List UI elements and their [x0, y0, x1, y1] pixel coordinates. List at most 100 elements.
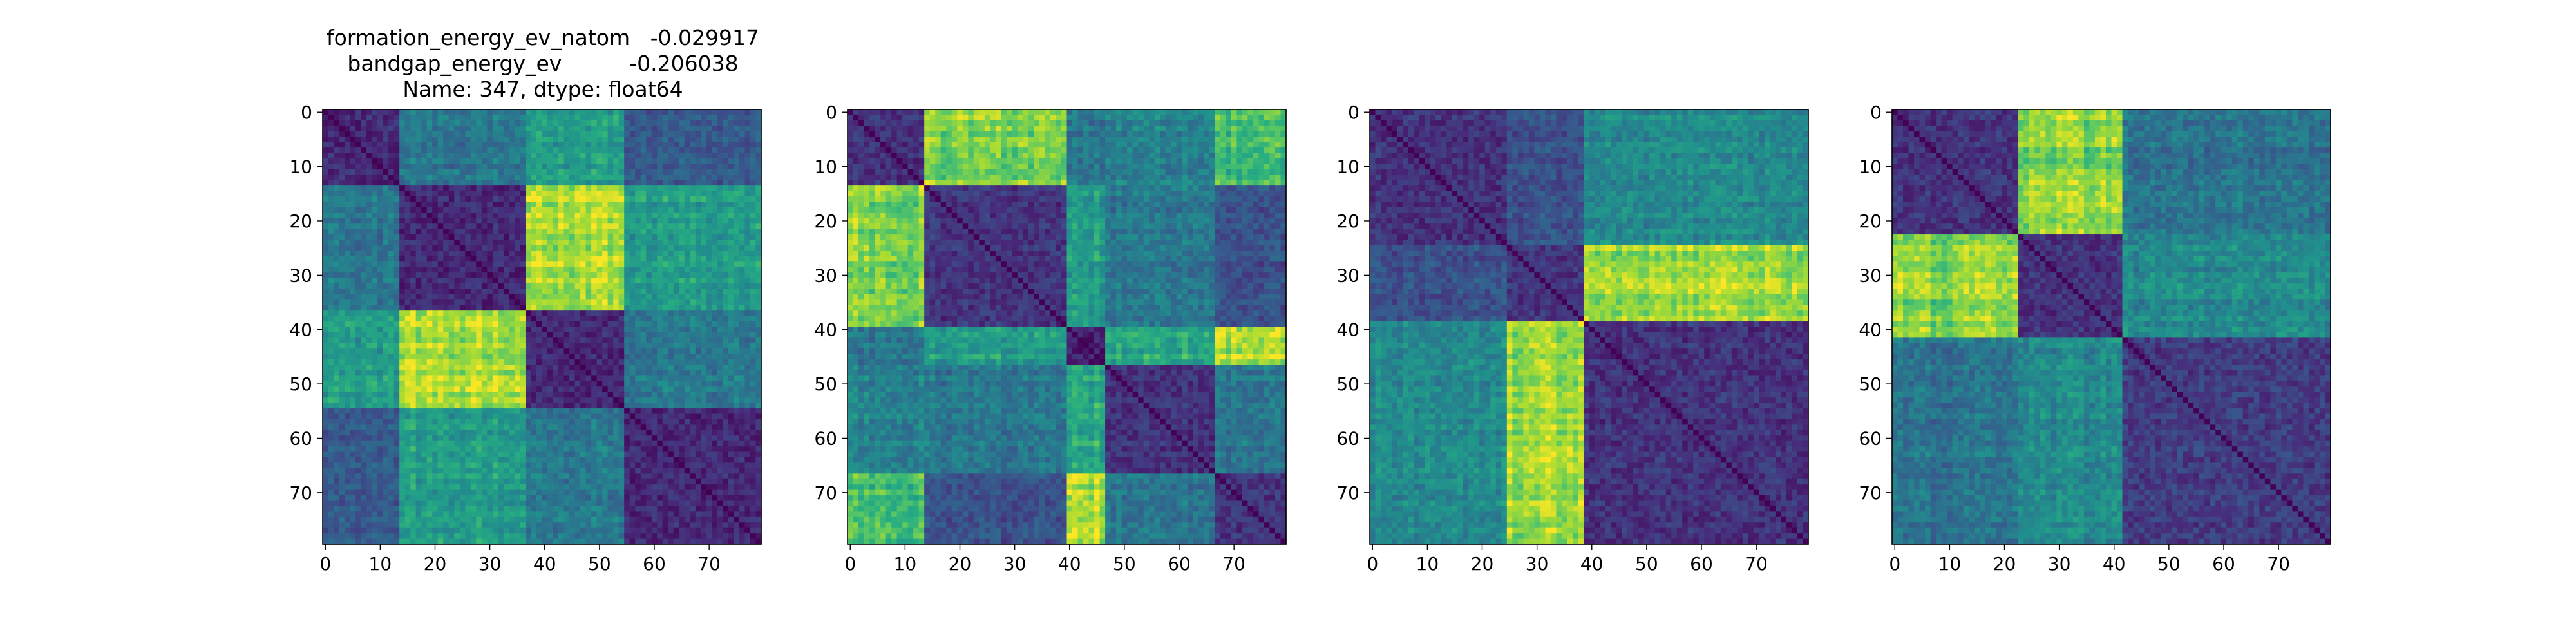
heatmap-cell [323, 370, 328, 376]
heatmap-cell [377, 370, 383, 376]
heatmap-cell [388, 185, 394, 191]
heatmap-cell [410, 180, 416, 186]
heatmap-cell [509, 175, 515, 180]
heatmap-cell [487, 120, 493, 126]
heatmap-cell [410, 365, 416, 371]
heatmap-cell [421, 365, 427, 371]
heatmap-cell [657, 289, 663, 294]
heatmap-cell [558, 218, 564, 224]
heatmap-cell [405, 142, 411, 148]
heatmap-cell [619, 354, 625, 360]
heatmap-cell [405, 446, 411, 452]
heatmap-cell [641, 354, 647, 360]
heatmap-cell [569, 283, 575, 289]
heatmap-cell [443, 180, 449, 186]
heatmap-cell [476, 213, 482, 218]
heatmap-cell [438, 316, 444, 322]
heatmap-cell [536, 126, 542, 131]
heatmap-cell [471, 202, 477, 207]
heatmap-cell [443, 294, 449, 300]
heatmap-cell [547, 153, 553, 159]
heatmap-cell [712, 131, 717, 137]
heatmap-cell [547, 229, 553, 235]
heatmap-cell [465, 131, 471, 137]
heatmap-cell [383, 267, 389, 273]
heatmap-cell [553, 115, 559, 120]
heatmap-cell [405, 310, 411, 316]
heatmap-cell [509, 354, 515, 360]
heatmap-cell [744, 299, 750, 305]
heatmap-cell [361, 289, 367, 294]
heatmap-cell [350, 397, 356, 403]
heatmap-cell [608, 218, 614, 224]
heatmap-cell [443, 218, 449, 224]
heatmap-cell [520, 180, 526, 186]
heatmap-cell [564, 441, 570, 447]
heatmap-cell [744, 392, 750, 398]
heatmap-cell [487, 419, 493, 425]
heatmap-cell [630, 191, 636, 197]
heatmap-cell [443, 251, 449, 256]
heatmap-cell [372, 142, 378, 148]
heatmap-cell [580, 343, 586, 349]
heatmap-cell [630, 386, 636, 392]
heatmap-cell [493, 310, 498, 316]
heatmap-cell [394, 218, 400, 224]
heatmap-cell [399, 397, 405, 403]
heatmap-cell [394, 299, 400, 305]
heatmap-cell [613, 234, 619, 240]
heatmap-cell [575, 305, 581, 311]
heatmap-cell [460, 115, 466, 120]
heatmap-cell [613, 245, 619, 251]
heatmap-cell [515, 327, 520, 333]
heatmap-cell [685, 158, 690, 164]
heatmap-cell [361, 158, 367, 164]
heatmap-cell [323, 419, 328, 425]
heatmap-cell [328, 229, 334, 235]
heatmap-cell [416, 408, 422, 414]
heatmap-cell [657, 185, 663, 191]
heatmap-cell [498, 392, 504, 398]
heatmap-cell [377, 278, 383, 284]
heatmap-cell [580, 251, 586, 256]
heatmap-cell [471, 370, 477, 376]
heatmap-cell [739, 441, 745, 447]
heatmap-cell [569, 131, 575, 137]
heatmap-cell [350, 359, 356, 365]
heatmap-cell [515, 283, 520, 289]
heatmap-cell [515, 299, 520, 305]
heatmap-cell [339, 289, 345, 294]
heatmap-cell [734, 142, 739, 148]
heatmap-cell [630, 153, 636, 159]
heatmap-cell [372, 294, 378, 300]
heatmap-cell [717, 202, 723, 207]
heatmap-cell [619, 256, 625, 262]
heatmap-cell [471, 191, 477, 197]
heatmap-cell [520, 337, 526, 343]
heatmap-cell [334, 359, 339, 365]
heatmap-cell [553, 424, 559, 430]
heatmap-cell [432, 142, 438, 148]
heatmap-cell [449, 202, 455, 207]
heatmap-cell [460, 131, 466, 137]
heatmap-cell [635, 435, 641, 441]
heatmap-cell [526, 386, 531, 392]
heatmap-cell [449, 305, 455, 311]
heatmap-cell [690, 370, 696, 376]
heatmap-cell [657, 115, 663, 120]
heatmap-cell [482, 386, 488, 392]
heatmap-cell [591, 419, 597, 425]
heatmap-cell [712, 202, 717, 207]
heatmap-cell [690, 327, 696, 333]
heatmap-cell [454, 120, 460, 126]
heatmap-cell [334, 137, 339, 142]
heatmap-cell [558, 234, 564, 240]
heatmap-cell [438, 245, 444, 251]
heatmap-cell [580, 180, 586, 186]
heatmap-cell [361, 381, 367, 387]
heatmap-cell [706, 234, 712, 240]
heatmap-cell [476, 294, 482, 300]
heatmap-cell [377, 354, 383, 360]
heatmap-cell [701, 327, 706, 333]
heatmap-cell [334, 278, 339, 284]
